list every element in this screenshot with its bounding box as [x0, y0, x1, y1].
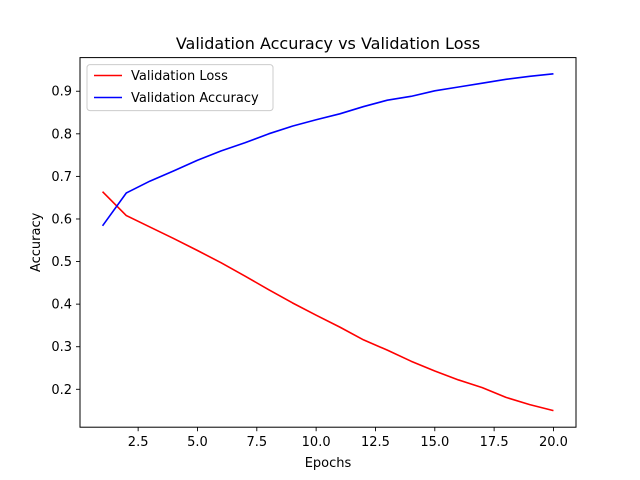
y-tick-label: 0.9: [51, 85, 72, 100]
legend-box: [86, 64, 274, 112]
y-tick-label: 0.7: [51, 170, 72, 185]
x-tick-label: 5.0: [187, 435, 208, 450]
y-tick-label: 0.4: [51, 298, 72, 313]
legend-label-validation-accuracy: Validation Accuracy: [131, 91, 259, 106]
x-tick-label: 20.0: [539, 435, 568, 450]
y-axis-ticks: 0.2 0.3 0.4 0.5 0.6 0.7 0.8 0.9: [51, 85, 80, 398]
x-tick-label: 17.5: [480, 435, 509, 450]
y-tick-label: 0.8: [51, 127, 72, 142]
y-axis-label: Accuracy: [29, 212, 44, 272]
series-line-validation-loss: [101, 191, 554, 412]
y-tick-label: 0.6: [51, 212, 72, 227]
series-lines: [101, 72, 554, 412]
x-tick-label: 15.0: [420, 435, 449, 450]
y-tick-label: 0.2: [51, 383, 72, 398]
x-tick-label: 2.5: [128, 435, 149, 450]
x-tick-label: 12.5: [361, 435, 390, 450]
series-line-validation-accuracy: [101, 72, 554, 227]
legend: Validation Loss Validation Accuracy: [86, 64, 274, 112]
plot-area: [80, 57, 576, 428]
x-axis-ticks: 2.5 5.0 7.5 10.0 12.5 15.0 17.5 20.0: [128, 427, 568, 450]
y-tick-label: 0.3: [51, 340, 72, 355]
x-axis-label: Epochs: [305, 456, 352, 471]
y-tick-label: 0.5: [51, 255, 72, 270]
legend-label-validation-loss: Validation Loss: [131, 69, 228, 84]
plot-frame: [79, 57, 577, 428]
chart-title: Validation Accuracy vs Validation Loss: [176, 34, 480, 53]
x-tick-label: 7.5: [246, 435, 267, 450]
x-tick-label: 10.0: [302, 435, 331, 450]
